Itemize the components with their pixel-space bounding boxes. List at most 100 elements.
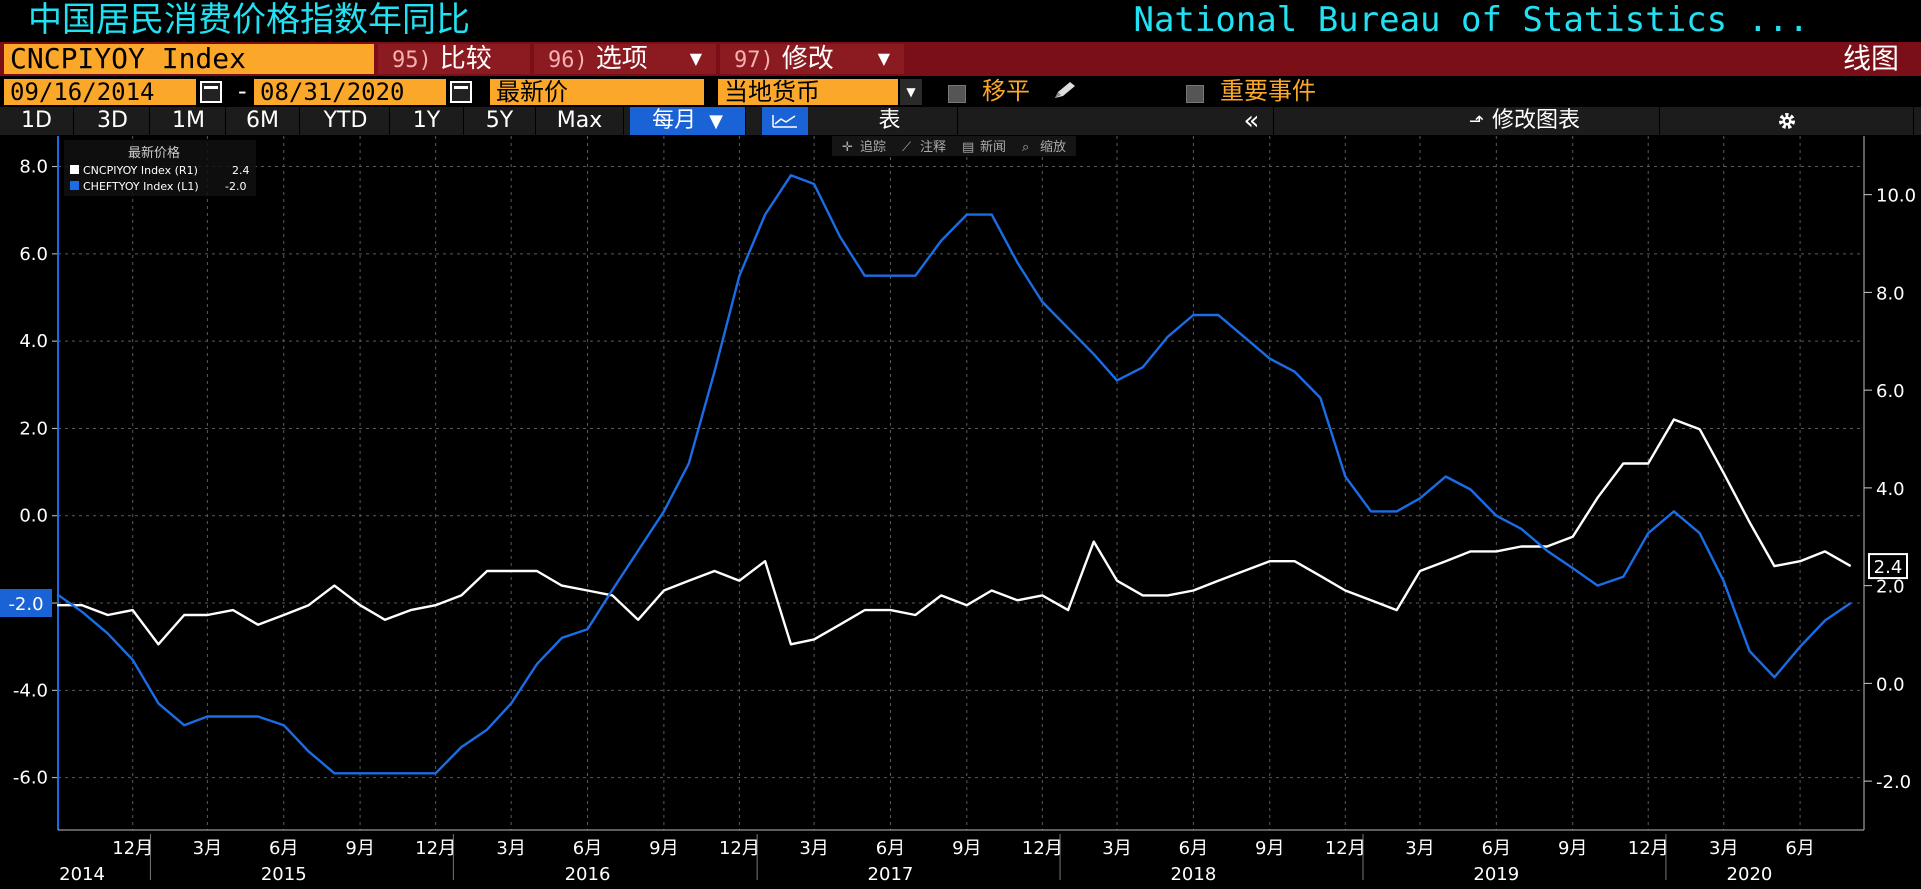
right-tick-label: 2.0: [1876, 577, 1905, 598]
edit-button-number: 97): [734, 48, 774, 73]
x-tick-label: 9月: [1255, 838, 1284, 859]
date-range-bar: 09/16/2014 - 08/31/2020 最新价 当地货币 ▼ 移平 重要…: [0, 77, 1921, 105]
x-tick-label: 9月: [1558, 838, 1587, 859]
shift-label: 移平: [982, 77, 1030, 105]
last-value-cpi: 2.4: [1874, 557, 1903, 578]
chart-series: [56, 174, 1852, 775]
legend-title: 最新价格: [128, 145, 180, 161]
x-tick-label: 12月: [719, 838, 760, 859]
gear-icon[interactable]: [1776, 110, 1798, 132]
chart-labels: 8.0 6.0 4.0 2.0 0.0 -2.0 -4.0 -6.0 10.0 8.0 6.0 4.0…: [0, 157, 1916, 885]
price-field-select[interactable]: 最新价: [490, 79, 704, 105]
crosshair-icon[interactable]: ✛: [842, 140, 853, 155]
start-date-field[interactable]: 09/16/2014: [4, 79, 196, 105]
news-tool[interactable]: 新闻: [980, 139, 1006, 155]
zoom-icon[interactable]: ⌕: [1022, 140, 1029, 155]
options-button-label: 选项: [595, 44, 648, 74]
edit-chart-button[interactable]: ⬏ 修改图表: [1390, 107, 1660, 135]
title-bar: 中国居民消费价格指数年同比 National Bureau of Statist…: [0, 0, 1921, 40]
x-tick-label: 3月: [496, 838, 525, 859]
x-tick-label: 3月: [1709, 838, 1738, 859]
x-tick-label: 3月: [1102, 838, 1131, 859]
zoom-tool[interactable]: 缩放: [1040, 139, 1066, 155]
compare-button-label: 比较: [439, 44, 492, 74]
left-tick-label: 4.0: [19, 331, 48, 352]
range-ytd-button[interactable]: YTD: [302, 107, 390, 135]
x-tick-label: 9月: [649, 838, 678, 859]
edit-button[interactable]: 97) 修改 ▼: [720, 44, 904, 74]
data-source: National Bureau of Statistics ...: [1133, 0, 1809, 40]
legend-value-cpi: 2.4: [232, 164, 250, 177]
chevron-down-icon: ▼: [689, 49, 702, 68]
calendar-icon[interactable]: [450, 81, 472, 103]
x-tick-label: 6月: [269, 838, 298, 859]
range-max-button[interactable]: Max: [536, 107, 624, 135]
frequency-label: 每月: [652, 108, 697, 133]
compare-button[interactable]: 95) 比较: [378, 44, 530, 74]
shift-checkbox[interactable]: [948, 85, 966, 103]
chevron-down-icon: ▼: [877, 49, 890, 68]
chevron-down-icon[interactable]: ▼: [900, 79, 922, 105]
year-label: 2014: [59, 864, 105, 885]
caret-down-icon: ▼: [709, 111, 723, 132]
year-label: 2020: [1727, 864, 1773, 885]
line-chart[interactable]: 8.0 6.0 4.0 2.0 0.0 -2.0 -4.0 -6.0 10.0 8.0 6.0 4.0…: [0, 136, 1921, 889]
last-value-cheft: -2.0: [8, 594, 43, 615]
x-tick-label: 12月: [1022, 838, 1063, 859]
pencil-icon[interactable]: [1052, 81, 1078, 101]
frequency-select[interactable]: 每月 ▼: [630, 107, 746, 135]
events-checkbox[interactable]: [1186, 85, 1204, 103]
news-icon[interactable]: ▤: [962, 140, 974, 155]
edit-chart-label: 修改图表: [1492, 108, 1581, 133]
x-tick-label: 3月: [1405, 838, 1434, 859]
chart-legend: 最新价格 CNCPIYOY Index (R1) 2.4 CHEFTYOY In…: [64, 140, 256, 196]
last-value-tag-cheft-bg: [0, 589, 52, 618]
right-tick-label: 6.0: [1876, 381, 1905, 402]
calendar-icon[interactable]: [200, 81, 222, 103]
left-tick-label: 8.0: [19, 157, 48, 178]
x-tick-label: 12月: [1628, 838, 1669, 859]
legend-value-cheft: -2.0: [225, 180, 246, 193]
end-date-field[interactable]: 08/31/2020: [254, 79, 446, 105]
timeframe-bar: 1D 3D 1M 6M YTD 1Y 5Y Max 每月 ▼ 表 « ⬏ 修改图表: [0, 107, 1921, 135]
edit-button-label: 修改: [781, 44, 834, 74]
track-tool[interactable]: 追踪: [860, 139, 886, 155]
date-separator: -: [238, 77, 247, 105]
x-tick-label: 6月: [1179, 838, 1208, 859]
right-tick-label: 4.0: [1876, 479, 1905, 500]
currency-select[interactable]: 当地货币: [718, 79, 898, 105]
chart-axes: [52, 136, 1872, 880]
range-3d-button[interactable]: 3D: [76, 107, 150, 135]
year-label: 2017: [868, 864, 914, 885]
x-tick-label: 6月: [573, 838, 602, 859]
range-1d-button[interactable]: 1D: [0, 107, 74, 135]
left-tick-label: 0.0: [19, 506, 48, 527]
left-tick-label: 2.0: [19, 418, 48, 439]
x-tick-label: 12月: [112, 838, 153, 859]
annotate-tool[interactable]: 注释: [920, 140, 946, 155]
legend-swatch-cheft: [70, 181, 79, 190]
legend-label-cpi: CNCPIYOY Index (R1): [83, 164, 198, 177]
x-tick-label: 9月: [345, 838, 374, 859]
x-tick-label: 3月: [799, 838, 828, 859]
left-tick-label: 6.0: [19, 244, 48, 265]
x-tick-label: 9月: [952, 838, 981, 859]
year-label: 2016: [565, 864, 611, 885]
range-1m-button[interactable]: 1M: [152, 107, 226, 135]
range-5y-button[interactable]: 5Y: [464, 107, 536, 135]
year-label: 2015: [261, 864, 307, 885]
table-button[interactable]: 表: [822, 107, 958, 135]
annotate-icon[interactable]: ⟋: [902, 140, 912, 155]
legend-label-cheft: CHEFTYOY Index (L1): [83, 180, 199, 193]
chart-type-label: 线图: [1842, 42, 1899, 75]
range-6m-button[interactable]: 6M: [226, 107, 300, 135]
events-label: 重要事件: [1220, 77, 1316, 105]
x-tick-label: 12月: [415, 838, 456, 859]
ticker-input[interactable]: CNCPIYOY Index: [4, 44, 374, 74]
line-chart-icon[interactable]: [762, 107, 808, 135]
range-1y-button[interactable]: 1Y: [390, 107, 464, 135]
options-button-number: 96): [548, 48, 588, 73]
x-tick-label: 6月: [876, 838, 905, 859]
options-button[interactable]: 96) 选项 ▼: [534, 44, 716, 74]
collapse-icon[interactable]: «: [1230, 107, 1274, 135]
